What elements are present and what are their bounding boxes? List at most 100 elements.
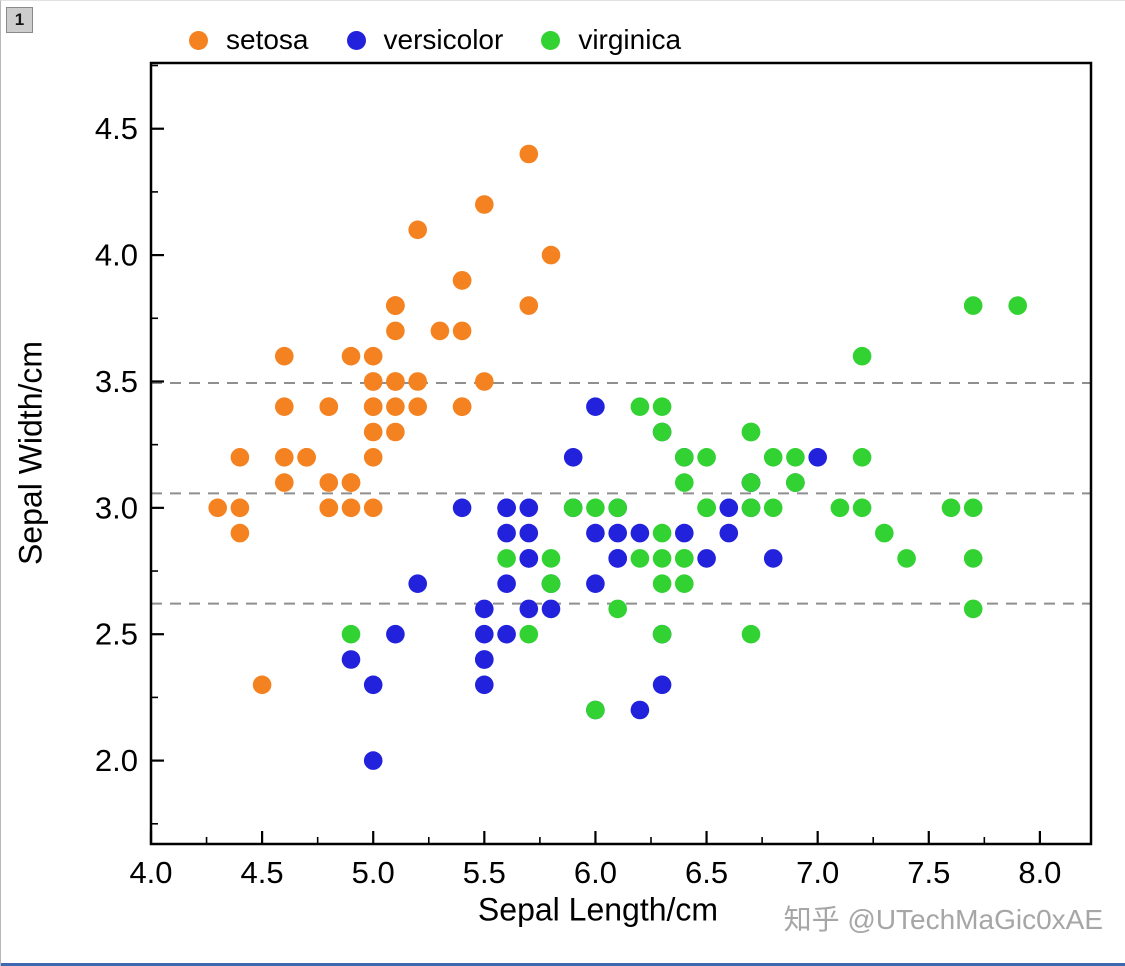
point-setosa [519,144,539,164]
point-versicolor [475,650,494,669]
legend-marker-versicolor-icon [346,30,366,50]
point-virginica [541,574,561,593]
point-versicolor [497,523,516,543]
point-virginica [652,574,672,593]
point-virginica [652,397,672,417]
point-virginica [630,549,650,568]
point-setosa [363,422,383,442]
point-versicolor [363,751,383,770]
point-setosa [408,220,428,240]
point-virginica [1008,296,1027,315]
point-virginica [497,549,516,568]
point-versicolor [497,624,516,644]
point-versicolor [475,624,494,644]
point-versicolor [341,650,361,669]
point-virginica [963,549,983,568]
point-setosa [230,448,250,467]
point-setosa [275,448,294,467]
point-virginica [852,498,872,518]
point-virginica [741,498,761,518]
x-tick-label: 5.5 [463,855,506,890]
point-virginica [697,448,716,467]
y-tick-label: 3.0 [95,490,138,525]
point-virginica [586,700,605,720]
x-tick-label: 4.0 [129,855,172,890]
point-versicolor [675,523,694,543]
point-versicolor [719,498,739,518]
point-virginica [741,473,761,492]
y-tick-label: 2.5 [95,617,138,652]
legend-item-virginica[interactable]: virginica [541,26,681,54]
point-setosa [363,448,383,467]
point-virginica [541,549,561,568]
point-versicolor [719,523,739,543]
point-virginica [341,624,361,644]
point-virginica [652,523,672,543]
point-versicolor [541,599,561,619]
point-virginica [763,448,783,467]
point-setosa [319,498,339,518]
point-setosa [319,397,339,417]
point-virginica [741,624,761,644]
window-bottom-edge [1,963,1125,966]
point-virginica [786,473,805,492]
point-versicolor [475,599,494,619]
point-setosa [386,372,405,391]
point-virginica [852,448,872,467]
point-virginica [652,549,672,568]
point-virginica [852,346,872,366]
point-setosa [275,473,294,492]
point-versicolor [519,599,539,619]
point-versicolor [630,700,650,720]
point-versicolor [763,549,783,568]
x-tick-label: 6.5 [685,855,728,890]
point-versicolor [697,549,716,568]
y-tick-label: 4.0 [95,238,138,273]
point-virginica [630,397,650,417]
point-virginica [675,574,694,593]
legend-item-versicolor[interactable]: versicolor [346,26,503,54]
point-virginica [963,498,983,518]
point-virginica [608,498,627,518]
layer-badge[interactable]: 1 [6,7,33,33]
point-setosa [408,397,428,417]
point-virginica [786,448,805,467]
point-virginica [519,624,539,644]
point-virginica [563,498,583,518]
point-virginica [875,523,894,543]
point-versicolor [608,549,627,568]
point-virginica [586,498,605,518]
point-virginica [652,422,672,442]
point-setosa [341,473,361,492]
legend-label-virginica: virginica [578,24,682,55]
point-virginica [763,498,783,518]
point-setosa [297,448,316,467]
point-versicolor [808,448,827,467]
point-setosa [363,498,383,518]
point-setosa [519,296,539,315]
legend-item-setosa[interactable]: setosa [189,26,309,54]
point-versicolor [475,675,494,695]
point-setosa [252,675,272,695]
point-virginica [941,498,961,518]
x-tick-label: 4.5 [241,855,284,890]
legend-marker-setosa-icon [189,30,208,50]
y-tick-label: 3.5 [95,364,138,399]
point-setosa [386,296,405,315]
point-setosa [475,195,494,214]
x-tick-label: 7.0 [796,855,839,890]
point-setosa [475,372,494,391]
point-virginica [830,498,850,518]
point-virginica [963,296,983,315]
point-versicolor [586,397,605,417]
point-setosa [452,321,472,341]
point-virginica [675,448,694,467]
point-setosa [319,473,339,492]
point-virginica [697,498,716,518]
point-versicolor [563,448,583,467]
point-versicolor [386,624,405,644]
legend-marker-virginica-icon [541,30,561,50]
point-virginica [608,599,627,619]
point-versicolor [497,498,516,518]
